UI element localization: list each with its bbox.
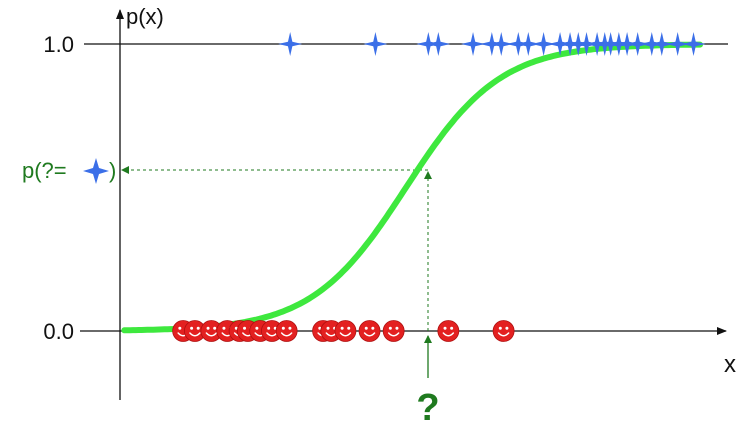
star-point-9 (531, 32, 556, 56)
query-prob-star-icon (83, 158, 109, 184)
logistic-curve (121, 41, 703, 334)
smiley-point-11 (334, 320, 357, 342)
query-x-label: ? (416, 387, 439, 426)
x-axis-label: x (724, 351, 736, 378)
star-point-3 (426, 32, 451, 56)
query-probability-label: p(?= ) (22, 158, 116, 184)
smiley-point-14 (437, 320, 460, 342)
smiley-point-15 (492, 320, 515, 342)
star-point-1 (363, 32, 388, 56)
y-axis-label: p(x) (126, 4, 164, 29)
y-tick-label-1: 1.0 (43, 32, 74, 57)
star-point-6 (489, 32, 514, 56)
star-point-19 (625, 32, 650, 56)
star-point-21 (649, 32, 674, 56)
query-prob-suffix: ) (109, 158, 116, 183)
star-point-4 (461, 32, 486, 56)
star-point-22 (665, 32, 690, 56)
star-point-23 (681, 32, 706, 56)
smiley-point-12 (358, 320, 381, 342)
star-point-0 (278, 32, 303, 56)
smiley-point-13 (382, 320, 405, 342)
y-tick-label-0: 0.0 (43, 319, 74, 344)
smiley-point-8 (275, 320, 298, 342)
query-prob-prefix: p(?= (22, 158, 67, 183)
star-point-8 (516, 32, 541, 56)
smiley-point-1 (184, 320, 206, 342)
